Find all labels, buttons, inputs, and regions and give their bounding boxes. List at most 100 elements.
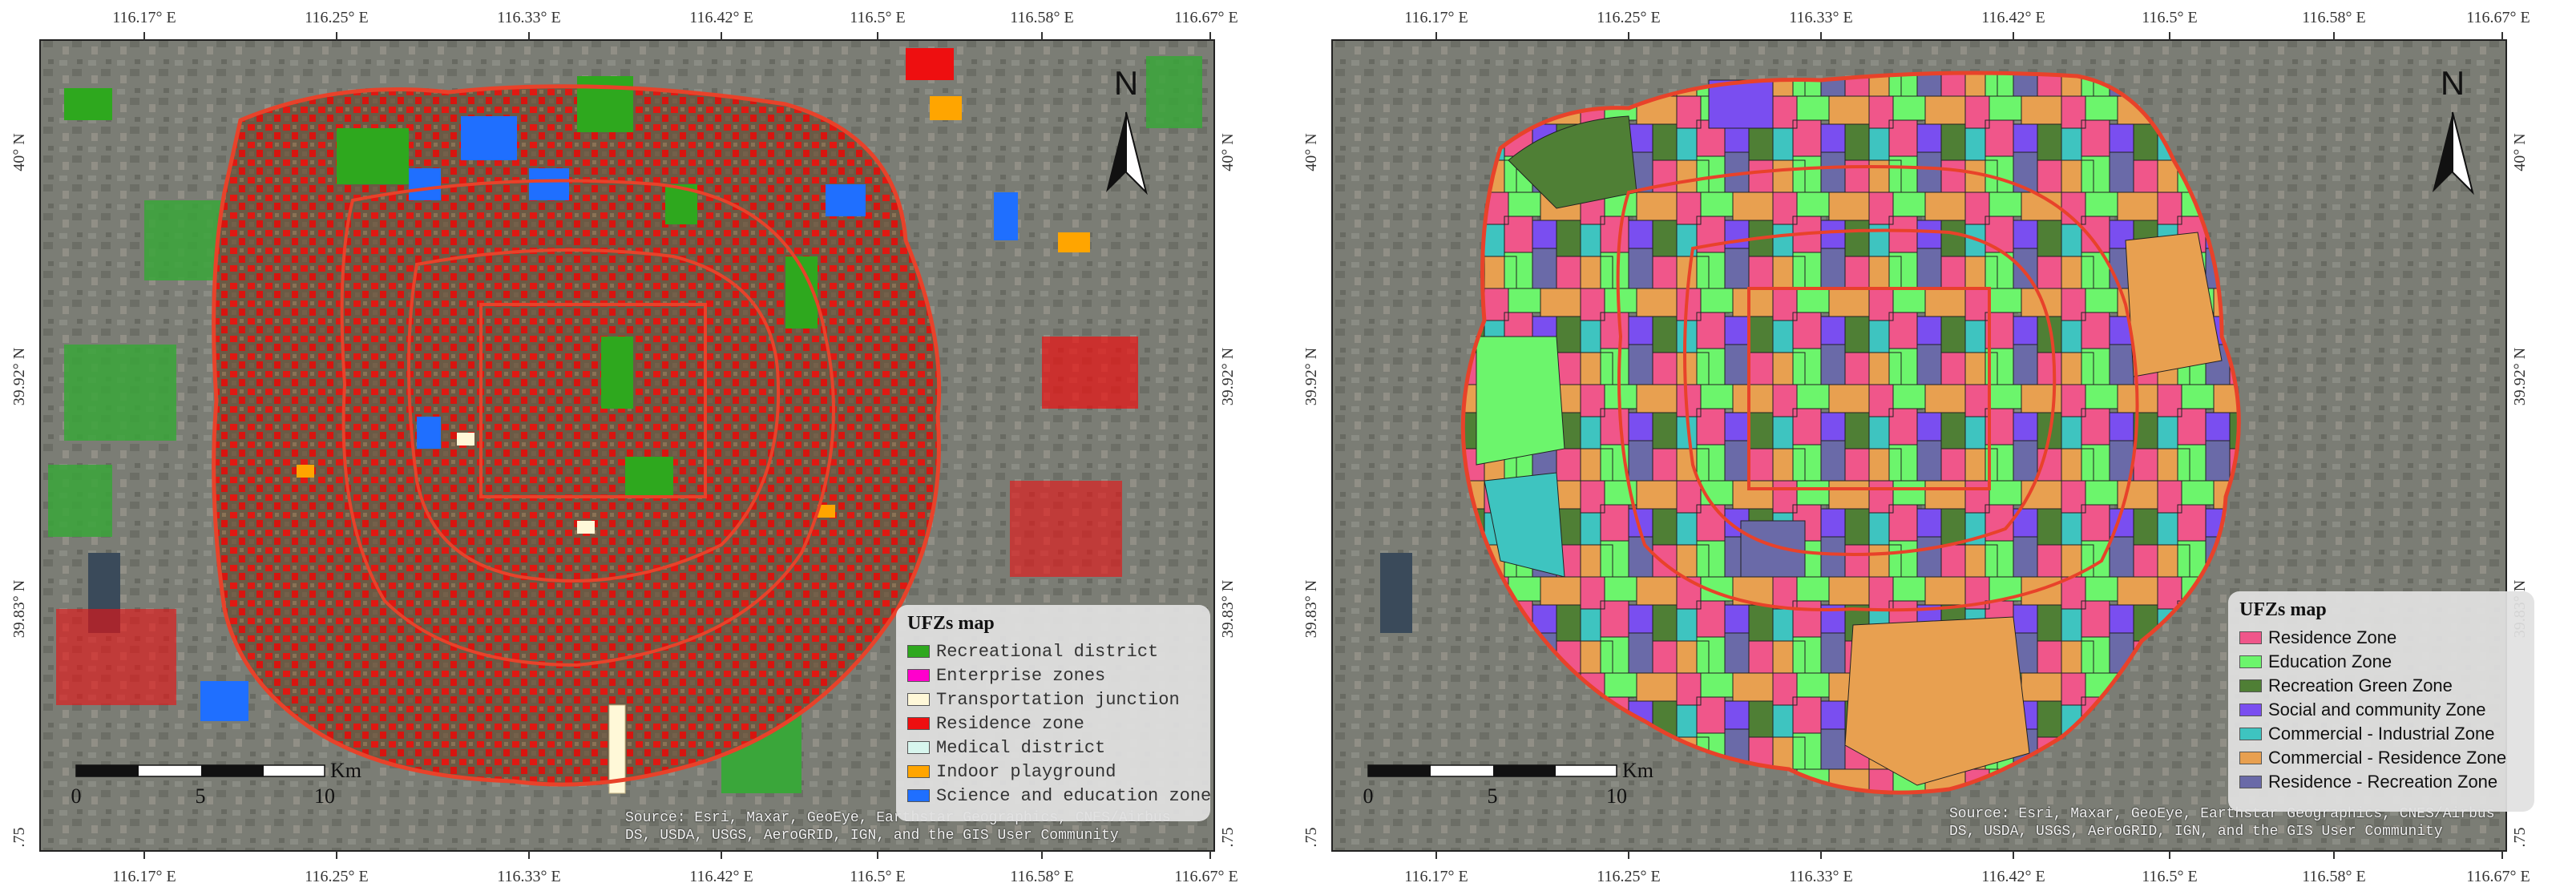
scale-label-10: 10: [1606, 784, 1627, 808]
legend-label: Recreation Green Zone: [2268, 675, 2453, 695]
tick-marks: [143, 32, 1211, 859]
top-tick-label: 116.58° E: [1010, 9, 1073, 26]
recreation-zone: [1740, 520, 1806, 578]
industrial-zone: [1484, 472, 1565, 578]
commercial-residence-zone: [1844, 616, 2030, 786]
scale-label-10: 10: [314, 784, 335, 808]
top-tick-label: 116.33° E: [497, 9, 560, 26]
transport-patch: [577, 521, 595, 534]
scale-label-0: 0: [1363, 784, 1374, 808]
legend-item: Transportation junction: [907, 687, 1199, 712]
top-tick-label: 116.58° E: [2302, 9, 2365, 26]
legend-label: Social and community Zone: [2268, 699, 2486, 720]
top-tick-label: 116.67° E: [1174, 9, 1238, 26]
lat-tick-label: .75: [2511, 828, 2529, 848]
lat-tick-label: 39.92° N: [1302, 348, 1320, 405]
bottom-tick-label: 116.17° E: [1404, 868, 1468, 885]
ring-road-2: [479, 303, 707, 498]
ring-road-2: [1747, 287, 1991, 490]
legend-title: UFZs map: [907, 613, 995, 634]
legend-items: Residence Zone Education Zone Recreation G…: [2239, 626, 2523, 794]
park-patch: [1146, 56, 1202, 128]
left-map-panel: 116.17° E 116.25° E 116.33° E 116.42° E …: [0, 0, 1282, 895]
bottom-tick-label: 116.25° E: [1597, 868, 1660, 885]
legend-label: Indoor playground: [936, 761, 1116, 782]
top-tick-label: 116.17° E: [112, 9, 176, 26]
legend-items: Recreational district Enterprise zones Tra…: [907, 639, 1211, 808]
legend-label: Transportation junction: [936, 689, 1180, 710]
ring-road-3: [1683, 228, 2057, 556]
north-arrow-icon: [1106, 111, 1148, 196]
lat-tick-label: 39.92° N: [10, 348, 28, 405]
playground-patch: [297, 465, 314, 478]
education-patch: [200, 681, 248, 721]
residence-patch: [56, 609, 176, 705]
legend-item: Indoor playground: [907, 760, 1199, 784]
legend-swatch: [2239, 728, 2262, 740]
source-line-2: DS, USDA, USGS, AeroGRID, IGN, and the G…: [625, 828, 1119, 844]
park-patch: [64, 88, 112, 120]
lat-tick-label: 39.83° N: [10, 580, 28, 638]
legend-swatch: [907, 669, 930, 682]
legend-label: Residence Zone: [2268, 627, 2397, 647]
bottom-tick-label: 116.58° E: [2302, 868, 2365, 885]
north-label: N: [2441, 64, 2465, 102]
tick-marks: [1435, 32, 2503, 859]
ring-road-3: [407, 248, 781, 583]
education-patch: [417, 417, 441, 449]
legend-label: Residence - Recreation Zone: [2268, 772, 2498, 792]
legend-item: Enterprise zones: [907, 663, 1199, 687]
legend-label: Commercial - Industrial Zone: [2268, 724, 2495, 744]
left-map-svg: 116.17° E 116.25° E 116.33° E 116.42° E …: [10, 9, 1238, 885]
legend-label: Enterprise zones: [936, 665, 1106, 686]
right-map-panel: 116.17° E 116.25° E 116.33° E 116.42° E …: [1292, 0, 2574, 895]
legend-item: Social and community Zone: [2239, 698, 2523, 722]
top-tick-label: 116.5° E: [2142, 9, 2197, 26]
lat-tick-label: 39.83° N: [1302, 580, 1320, 638]
lat-tick-label: 39.92° N: [1219, 348, 1237, 405]
scale-unit: Km: [330, 759, 361, 782]
legend-label: Recreational district: [936, 641, 1159, 662]
legend-label: Commercial - Residence Zone: [2268, 748, 2507, 768]
playground-patch: [930, 96, 962, 120]
top-tick-label: 116.25° E: [1597, 9, 1660, 26]
legend-label: Residence zone: [936, 713, 1084, 734]
education-patch: [994, 192, 1018, 240]
scale-bar: [1367, 764, 1617, 777]
bottom-tick-label: 116.33° E: [1789, 868, 1852, 885]
urban-zones: [1463, 73, 2239, 793]
playground-patch: [1058, 232, 1090, 252]
ring-road-5: [1460, 71, 2241, 795]
right-map-svg: 116.17° E 116.25° E 116.33° E 116.42° E …: [1302, 9, 2530, 885]
legend-swatch: [2239, 631, 2262, 644]
legend-swatch: [907, 789, 930, 802]
social-zone: [1708, 79, 1774, 129]
legend-swatch: [907, 645, 930, 658]
legend-swatch: [2239, 776, 2262, 788]
left-outside-patches: [48, 48, 1202, 793]
scale-label-5: 5: [196, 784, 206, 808]
lat-tick-label: 40° N: [10, 133, 28, 171]
legend-swatch: [907, 765, 930, 778]
top-tick-label: 116.42° E: [689, 9, 753, 26]
legend-item: Residence Zone: [2239, 626, 2523, 650]
bottom-tick-label: 116.58° E: [1010, 868, 1073, 885]
legend-item: Residence - Recreation Zone: [2239, 770, 2523, 794]
legend-label: Medical district: [936, 737, 1106, 758]
legend-swatch: [2239, 679, 2262, 692]
bottom-tick-label: 116.33° E: [497, 868, 560, 885]
lat-tick-label: 40° N: [1219, 133, 1237, 171]
legend-swatch: [907, 717, 930, 730]
lat-tick-label: .75: [10, 828, 28, 848]
legend-item: Medical district: [907, 736, 1199, 760]
scale-unit: Km: [1622, 759, 1653, 782]
park-patch: [48, 465, 112, 537]
lat-tick-label: 39.83° N: [1219, 580, 1237, 638]
education-zone: [1476, 336, 1565, 466]
park-patch: [337, 128, 409, 184]
lat-tick-label: 39.92° N: [2511, 348, 2529, 405]
ring-road-4: [340, 179, 835, 667]
lat-tick-label: .75: [1302, 828, 1320, 848]
scale-label-0: 0: [71, 784, 82, 808]
park-patch: [601, 337, 633, 409]
